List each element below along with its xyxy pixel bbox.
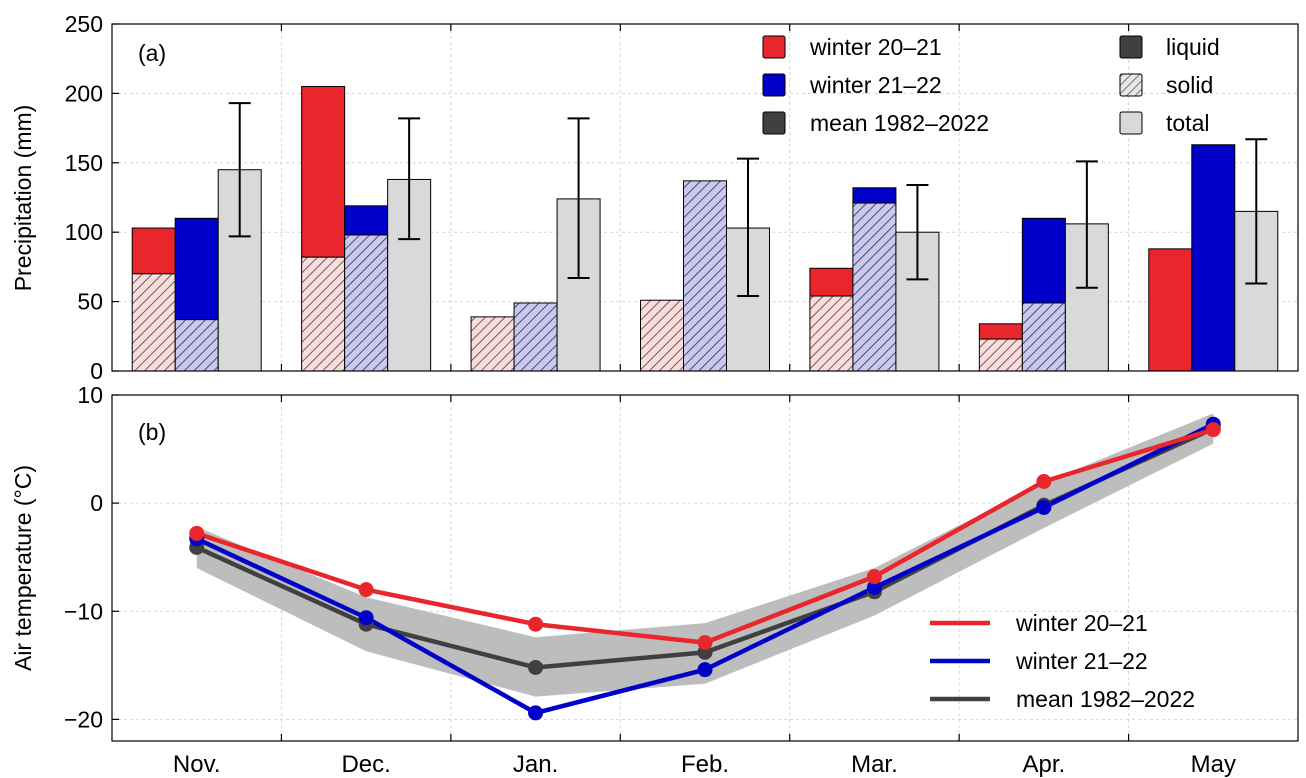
precipitation-solid-bar (301, 256, 346, 372)
month-label: May (1191, 751, 1236, 778)
precipitation-solid-bar (852, 202, 897, 372)
temperature-data-point (189, 525, 205, 541)
precipitation-y-tick-label: 150 (65, 150, 103, 176)
temperature-data-point (528, 616, 544, 632)
temperature-points (189, 416, 1221, 721)
temperature-data-point (1205, 422, 1221, 438)
legend-label-precipitation-series: winter 21–22 (809, 72, 942, 98)
temperature-data-point (528, 705, 544, 721)
legend-swatch-precipitation-type (1119, 73, 1143, 97)
legend-swatch-precipitation-series (762, 35, 786, 59)
precipitation-y-tick-label: 0 (90, 358, 103, 384)
legend-label-temperature-series: winter 20–21 (1015, 610, 1148, 636)
precipitation-solid-bar (344, 234, 389, 372)
precipitation-legend: winter 20–21 winter 21–22 mean 1982–2022 li… (762, 34, 1220, 136)
temperature-mean-range-band (196, 413, 1214, 697)
temperature-y-ticks: −20 −10 0 10 (64, 382, 119, 732)
precipitation-solid-bar (809, 295, 854, 372)
legend-label-precipitation-type: total (1166, 110, 1209, 136)
month-axis-labels: Nov. Dec. Jan. Feb. Mar. Apr. May (173, 751, 1236, 778)
legend-swatch-precipitation-type (1119, 111, 1143, 135)
temperature-y-tick-label: −20 (64, 706, 103, 732)
precipitation-solid-bar (131, 273, 176, 372)
month-label: Nov. (173, 751, 221, 778)
precipitation-y-tick-label: 200 (65, 80, 103, 106)
precipitation-solid-bar (470, 316, 515, 372)
temperature-data-point (697, 635, 713, 651)
precipitation-gridlines (112, 24, 1298, 371)
temperature-y-tick-label: −10 (64, 598, 103, 624)
precipitation-bars (131, 85, 1279, 372)
temperature-data-point (866, 579, 882, 595)
temperature-y-axis-label: Air temperature (°C) (10, 465, 36, 671)
legend-label-precipitation-type: liquid (1166, 34, 1220, 60)
month-label: Mar. (851, 751, 898, 778)
legend-label-temperature-series: winter 21–22 (1015, 648, 1148, 674)
precipitation-liquid-bar (344, 205, 389, 236)
temperature-panel: −20 −10 0 10 (b) Air temperature (°C) winte… (10, 382, 1299, 742)
panel-a-label: (a) (138, 40, 166, 66)
precipitation-plot-frame (111, 23, 1299, 372)
legend-label-temperature-series: mean 1982–2022 (1016, 686, 1195, 712)
precipitation-liquid-bar (174, 217, 219, 321)
temperature-data-point (866, 569, 882, 585)
precipitation-liquid-bar (131, 227, 176, 275)
legend-swatch-precipitation-series (762, 73, 786, 97)
legend-label-precipitation-series: mean 1982–2022 (810, 110, 989, 136)
precipitation-solid-bar (683, 180, 727, 372)
month-label: Apr. (1023, 751, 1066, 778)
precipitation-panel: 0 50 100 150 200 250 (a) Precipitation (mm) w… (10, 11, 1299, 384)
precipitation-liquid-bar (1191, 144, 1236, 372)
month-label: Jan. (513, 751, 558, 778)
temperature-legend: winter 20–21 winter 21–22 mean 1982–2022 (930, 610, 1195, 712)
precipitation-liquid-bar (852, 187, 897, 204)
panel-b-label: (b) (138, 419, 166, 445)
precipitation-y-tick-label: 50 (77, 289, 103, 315)
month-label: Dec. (341, 751, 390, 778)
temperature-y-tick-label: 10 (77, 382, 103, 408)
legend-label-precipitation-type: solid (1166, 72, 1213, 98)
temperature-data-point (697, 662, 713, 678)
month-label: Feb. (681, 751, 729, 778)
precipitation-y-tick-label: 100 (65, 219, 103, 245)
legend-swatch-precipitation-series (762, 111, 786, 135)
precipitation-solid-bar (640, 299, 684, 372)
precipitation-y-axis-label: Precipitation (mm) (10, 105, 36, 292)
precipitation-liquid-bar (301, 85, 346, 258)
temperature-plot-frame (111, 394, 1299, 742)
precipitation-liquid-bar (1021, 217, 1066, 304)
precipitation-x-ticks (280, 24, 1130, 371)
temperature-mean-range-band-area (196, 413, 1214, 697)
precipitation-liquid-bar (809, 267, 854, 297)
temperature-y-tick-label: 0 (90, 490, 103, 516)
precipitation-solid-bar (513, 302, 558, 372)
temperature-data-point (358, 582, 374, 598)
temperature-data-point (358, 610, 374, 626)
precipitation-y-ticks: 0 50 100 150 200 250 (65, 11, 119, 384)
precipitation-liquid-bar (1148, 248, 1193, 372)
legend-swatch-precipitation-type (1119, 35, 1143, 59)
temperature-data-point (1036, 474, 1052, 489)
temperature-data-point (528, 659, 544, 675)
precipitation-solid-bar (1021, 302, 1066, 372)
precipitation-y-tick-label: 250 (65, 11, 103, 37)
legend-label-precipitation-series: winter 20–21 (809, 34, 942, 60)
precipitation-error-bars (228, 102, 1268, 298)
temperature-x-ticks (280, 395, 1130, 741)
precipitation-solid-bar (978, 338, 1023, 372)
precipitation-liquid-bar (978, 323, 1023, 340)
precipitation-solid-bar (174, 319, 219, 372)
temperature-data-point (1036, 499, 1052, 515)
